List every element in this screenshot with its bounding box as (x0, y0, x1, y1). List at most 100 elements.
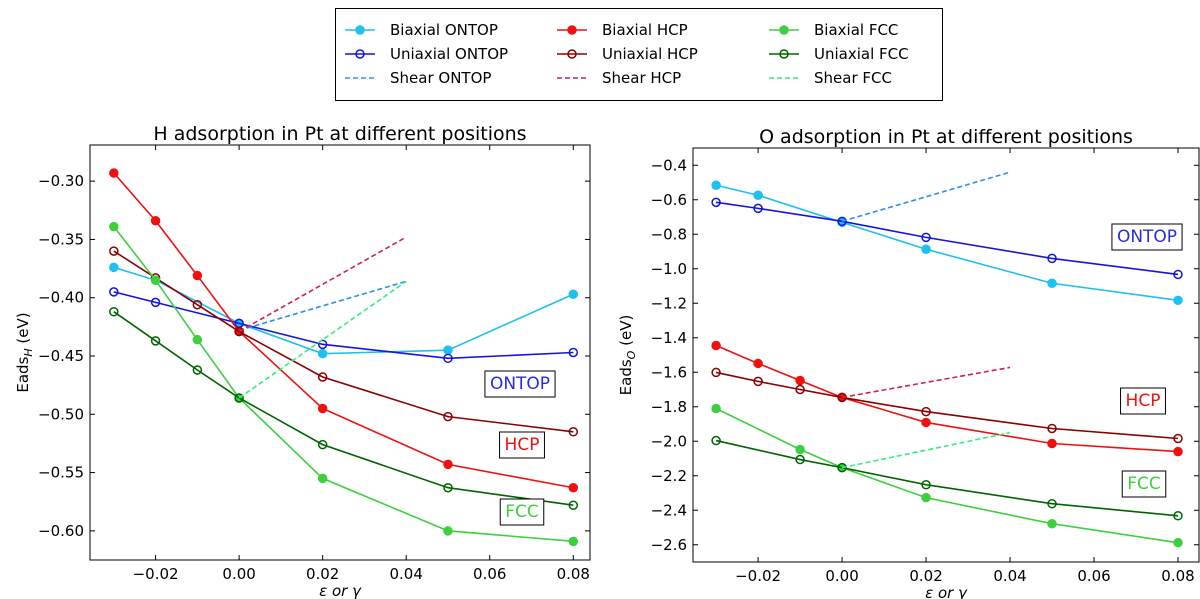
data-point (234, 393, 244, 403)
x-tick-label: 0.02 (306, 565, 339, 583)
annotation-box (1111, 223, 1183, 251)
data-point (109, 306, 119, 317)
legend-label: Shear FCC (814, 69, 892, 87)
data-point (1173, 446, 1183, 457)
y-label-main: Eads (14, 356, 32, 392)
plot-area (109, 168, 579, 547)
annotation-box (499, 431, 545, 459)
legend-label: Uniaxial HCP (602, 45, 698, 63)
legend-box (335, 8, 943, 101)
y-tick-label: −0.30 (38, 172, 84, 190)
y-tick-label: −2.2 (651, 467, 687, 485)
data-point (568, 536, 579, 547)
data-point (443, 459, 453, 470)
legend-label: Shear ONTOP (390, 69, 491, 87)
data-point (921, 492, 931, 503)
data-point (1047, 518, 1057, 529)
data-point (443, 482, 453, 493)
data-point (921, 232, 931, 243)
chart-title: H adsorption in Pt at different position… (153, 123, 526, 145)
data-point (317, 372, 328, 382)
data-point (317, 473, 328, 484)
data-point (109, 287, 119, 297)
x-tick-label: 0.06 (473, 565, 506, 583)
x-tick-label: 0.00 (825, 567, 858, 585)
x-tick-label: 0.08 (1161, 567, 1194, 585)
series-line (238, 280, 407, 332)
annotation: ONTOP (490, 374, 550, 394)
data-point (711, 435, 721, 446)
data-point (443, 411, 453, 422)
annotation-box (1121, 470, 1167, 498)
legend-label: Uniaxial FCC (814, 45, 909, 63)
legend-label: Uniaxial ONTOP (390, 45, 508, 63)
legend-marker (779, 25, 789, 35)
series-line (841, 431, 1011, 469)
data-point (837, 462, 847, 473)
data-point (1173, 269, 1183, 280)
y-tick-label: −0.60 (38, 522, 84, 540)
legend-marker (355, 49, 365, 59)
data-point (234, 326, 244, 337)
data-point (753, 358, 763, 369)
y-axis-label: EadsO (eV) (617, 315, 638, 396)
data-point (568, 427, 579, 437)
y-axis-label: EadsH (eV) (14, 312, 35, 392)
data-point (921, 244, 931, 255)
data-point (1047, 423, 1057, 434)
x-tick-label: 0.04 (390, 565, 423, 583)
data-point (753, 190, 763, 201)
data-point (753, 376, 763, 387)
data-point (795, 444, 805, 455)
legend-label: Biaxial HCP (602, 21, 688, 39)
series-line (238, 236, 407, 333)
x-tick-label: 0.02 (909, 567, 942, 585)
x-tick-label: 0.06 (1077, 567, 1110, 585)
series-line (113, 311, 574, 507)
data-point (317, 439, 328, 450)
data-point (711, 180, 721, 191)
plot-frame (692, 147, 1200, 563)
data-point (109, 246, 119, 256)
data-point (317, 403, 328, 414)
y-tick-label: −0.45 (38, 347, 84, 365)
data-point (837, 216, 847, 227)
annotation: FCC (505, 502, 539, 522)
annotation-box (499, 498, 545, 526)
series-line (113, 266, 574, 355)
plot-frame (89, 144, 591, 561)
data-point (109, 168, 119, 178)
data-point (109, 262, 119, 273)
chart-title: O adsorption in Pt at different position… (759, 126, 1133, 148)
y-label-unit: (eV) (14, 312, 32, 348)
y-tick-label: −0.35 (38, 230, 84, 248)
series-line (715, 201, 1179, 276)
x-tick-label: 0.08 (557, 565, 590, 583)
data-point (192, 365, 203, 375)
y-label-sub: O (625, 350, 638, 359)
data-point (711, 340, 721, 351)
data-point (1173, 295, 1183, 306)
data-point (568, 289, 579, 299)
x-axis-label: ε or γ (925, 584, 968, 599)
y-tick-label: −0.50 (38, 405, 84, 423)
series-line (715, 439, 1179, 517)
y-tick-label: −0.55 (38, 464, 84, 482)
data-point (150, 297, 161, 308)
y-tick-label: −1.6 (651, 363, 687, 381)
legend-marker (779, 49, 789, 59)
y-label-main: Eads (617, 359, 635, 395)
series-line (113, 250, 574, 433)
data-point (317, 348, 328, 359)
y-tick-label: −0.8 (651, 225, 687, 243)
data-point (443, 353, 453, 364)
x-tick-label: −0.02 (735, 567, 781, 585)
data-point (753, 203, 763, 214)
data-point (921, 406, 931, 417)
annotation: HCP (1126, 391, 1161, 411)
y-label-unit: (eV) (617, 315, 635, 351)
data-point (568, 500, 579, 510)
data-point (150, 336, 161, 346)
data-point (711, 197, 721, 208)
data-point (711, 403, 721, 414)
